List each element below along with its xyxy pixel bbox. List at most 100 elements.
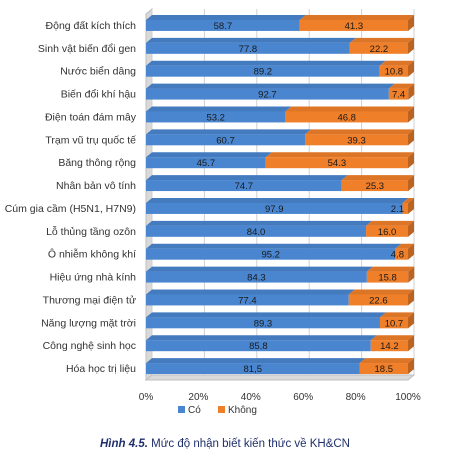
data-label: 10.7 [385,318,404,329]
data-label: 41.3 [345,21,364,32]
data-label: 4.8 [391,250,404,261]
caption-number: Hình 4.5. [100,438,148,450]
data-label: 85.8 [249,341,268,352]
bar-top-co [146,14,306,20]
bar-co [146,65,380,77]
legend-label-co: Có [188,405,201,416]
bar-khong [299,19,408,31]
bar-top-khong [305,129,414,135]
figure-caption: Hình 4.5. Mức độ nhận biết kiến thức về … [0,438,450,450]
category-label: Hóa học trị liệu [66,363,136,375]
stacked-bar-chart: 0% 20% 40% 60% 80% 100% 58.7 41.3 Động đất kích … [5,7,421,416]
data-label: 81,5 [244,364,263,375]
bar-khong [265,157,408,169]
category-label: Cúm gia cầm (H5N1, H7N9) [5,203,136,215]
bar-top-khong [299,14,414,20]
data-label: 89.3 [254,318,273,329]
bar-co [146,363,360,375]
data-label: 46.8 [337,112,356,123]
bar-khong [348,294,408,306]
bar-end-face [408,106,414,123]
bar-top-co [146,335,377,341]
bar-end-face [408,335,414,352]
bar-co [146,111,286,123]
bar-top-khong [285,106,414,112]
bar-top-co [146,175,348,181]
bar-top-khong [379,60,414,66]
bar-top-co [146,358,366,364]
category-label: Ô nhiễm không khí [48,248,136,261]
bar-co [146,88,389,100]
bar-top-khong [370,335,414,341]
legend-swatch-khong [218,406,225,413]
data-label: 84.0 [247,227,266,238]
bar-top-co [146,197,409,203]
bar-end-face [408,37,414,54]
bar-top-co [146,106,292,112]
bar-end-face [408,14,414,31]
bar-top-khong [341,175,414,181]
bar-top-khong [359,358,414,364]
data-label: 39.3 [347,135,366,146]
bar-khong [402,202,408,214]
bar-co [146,271,367,283]
bar-top-co [146,243,402,249]
bar-co [146,42,350,54]
data-label: 92.7 [258,90,277,101]
bar-top-khong [388,83,415,89]
bar-end-face [408,175,414,192]
bar-khong [359,363,408,375]
bar-co [146,202,403,214]
bar-end-face [408,358,414,375]
category-label: Nhân bản vô tính [56,180,136,192]
data-label: 2.1 [391,204,404,215]
bar-khong [305,134,408,146]
x-tick-label: 80% [346,392,366,403]
bar-top-khong [395,243,414,249]
bar-end-face [408,266,415,283]
category-label: Công nghệ sinh học [43,340,136,352]
data-label: 77.4 [238,295,257,306]
data-label: 45.7 [197,158,216,169]
category-label: Nước biển dâng [60,66,136,78]
bar-end-face [408,152,414,169]
bar-top-khong [348,289,414,295]
bar-khong [285,111,408,123]
category-label: Hiệu ứng nhà kính [50,272,137,284]
category-label: Biến đổi khí hậu [61,89,136,101]
data-label: 25.3 [366,181,385,192]
bar-top-co [146,312,386,318]
data-label: 89.2 [254,67,273,78]
bar-khong [349,42,408,54]
bar-khong [366,225,408,237]
bar-end-face [408,129,414,146]
bar-end-face [408,83,415,100]
bar-khong [366,271,409,283]
data-label: 77.8 [239,44,258,55]
category-label: Năng lượng mặt trời [41,317,136,329]
bar-co [146,225,367,237]
bar-co [146,157,266,169]
bar-khong [379,65,408,77]
bar-top-co [146,60,386,66]
bar-top-co [146,289,355,295]
bar-end-face [408,220,414,237]
bar-co [146,19,300,31]
bar-co [146,248,396,260]
bar-top-khong [402,197,414,203]
data-label: 10.8 [385,67,404,78]
data-label: 54.3 [328,158,347,169]
data-label: 84.3 [247,273,266,284]
bar-top-co [146,37,356,43]
bar-top-khong [379,312,414,318]
bar-co [146,340,371,352]
bar-top-khong [366,220,414,226]
bar-top-khong [366,266,415,272]
x-tick-label: 40% [241,392,261,403]
legend-swatch-co [178,406,185,413]
bar-khong [388,88,409,100]
data-label: 95.2 [261,250,280,261]
bar-end-face [408,60,414,77]
category-label: Động đất kích thích [46,20,137,32]
